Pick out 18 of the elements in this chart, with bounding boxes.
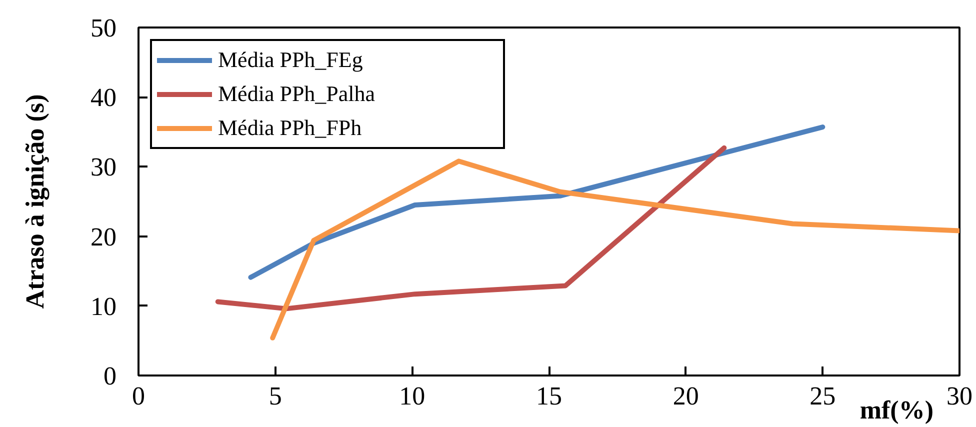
y-tick-label: 40 [90,83,116,112]
y-tick-label: 0 [104,362,116,390]
x-tick-label: 10 [399,382,426,410]
y-tick-label: 50 [90,14,116,42]
x-tick-label: 5 [268,382,282,410]
legend-label: Média PPh_FEg [218,46,364,74]
x-tick-label: 20 [672,382,699,410]
x-tick-label: 15 [536,382,562,410]
y-tick-label: 30 [90,152,116,182]
x-tick-label: 30 [946,382,972,410]
x-axis-title: mf(%) [860,396,934,424]
legend-label: Média PPh_FPh [218,114,363,142]
y-tick-label: 20 [90,222,116,252]
y-axis-title: Atraso à ignição (s) [20,94,50,309]
y-tick-label: 10 [90,292,116,321]
legend-label: Média PPh_Palha [218,80,376,108]
x-tick-label: 25 [810,382,836,410]
x-tick-label: 0 [132,382,145,410]
